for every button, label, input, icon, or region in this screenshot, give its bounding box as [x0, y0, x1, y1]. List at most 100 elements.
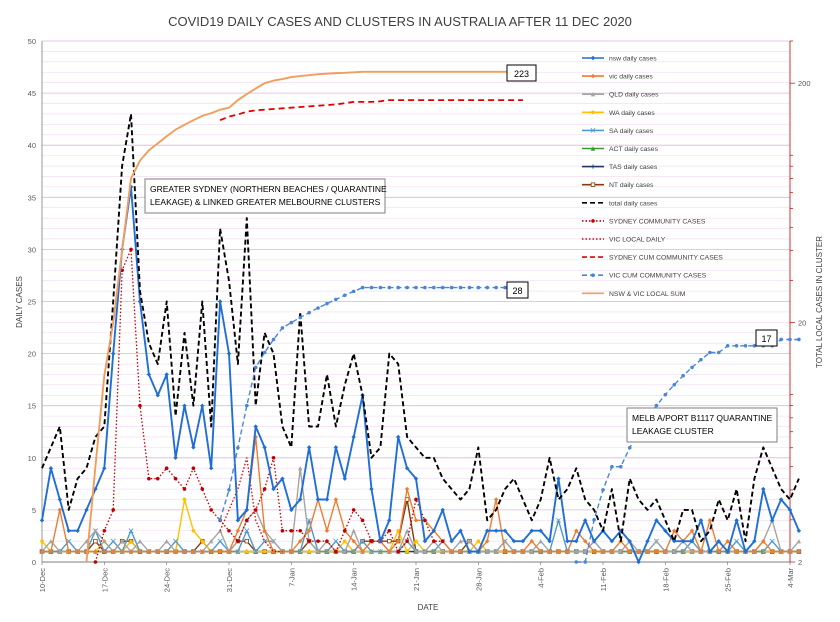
series-point-syd_comm	[271, 456, 276, 460]
series-point-qld	[440, 549, 445, 554]
y-tick-label: 25	[28, 298, 36, 307]
series-syd_comm	[93, 247, 445, 564]
legend-label: QLD daily cases	[609, 92, 659, 99]
series-line-syd_cum	[219, 99, 523, 122]
series-vic_local	[219, 457, 283, 553]
series-point-sa	[351, 549, 357, 555]
series-point-nsw	[529, 528, 534, 533]
series-nsw_vic_sum	[85, 70, 532, 563]
series-point-nsw	[387, 518, 392, 523]
series-point-qld	[57, 549, 63, 554]
series-point-nsw	[280, 476, 285, 481]
series-point-syd_comm	[129, 247, 133, 252]
series-point-sa	[555, 517, 561, 523]
series-point-vic_cum	[503, 285, 507, 290]
y-tick-label: 5	[32, 506, 36, 515]
series-point-wa	[182, 497, 187, 502]
series-point-vic	[778, 549, 784, 554]
series-point-vic_cum	[289, 320, 294, 325]
series-point-melb_cum	[779, 337, 783, 342]
series-point-nsw	[333, 445, 339, 450]
series-point-syd_comm	[440, 539, 445, 543]
series-point-nsw	[306, 445, 312, 450]
series-point-vic	[191, 549, 196, 554]
series-point-vic	[458, 549, 463, 554]
series-point-nsw	[689, 538, 695, 544]
series-point-syd_comm	[280, 528, 285, 533]
series-point-syd_comm	[147, 476, 151, 481]
y-tick-label: 0	[32, 558, 36, 567]
series-point-syd_comm	[182, 487, 187, 491]
series-point-nsw	[538, 528, 543, 533]
series-point-vic	[591, 549, 597, 554]
series-line-nsw_vic_sum	[85, 70, 532, 563]
series-line-syd_comm	[94, 248, 443, 563]
series-point-vic_cum	[467, 285, 472, 290]
legend-label: SYDNEY CUM COMMUNITY CASES	[609, 255, 723, 262]
series-point-vic	[128, 549, 134, 554]
series-point-qld	[467, 538, 472, 544]
series-point-syd_comm	[369, 539, 374, 543]
series-point-melb_cum	[743, 343, 748, 348]
series-point-nsw	[787, 507, 793, 513]
x-tick-label: 17-Dec	[100, 568, 109, 592]
series-point-syd_comm	[342, 528, 347, 533]
series-point-melb_cum	[699, 357, 703, 362]
series-point-nsw	[173, 455, 178, 460]
series-point-syd_comm	[387, 528, 392, 533]
series-point-nsw	[271, 486, 276, 492]
series-point-qld	[208, 538, 214, 544]
series-point-vic_cum	[334, 297, 338, 302]
series-point-melb_cum	[619, 464, 623, 469]
series-point-nsw	[404, 466, 410, 471]
series-point-syd_comm	[191, 466, 196, 471]
series-point-nsw	[84, 507, 89, 513]
series-point-qld	[342, 549, 347, 554]
series-point-qld	[351, 528, 356, 533]
legend-label: NT daily cases	[609, 182, 654, 189]
series-point-vic_cum	[405, 285, 409, 290]
series-point-vic_cum	[458, 285, 463, 290]
series-point-nsw	[769, 518, 775, 523]
series-point-nsw	[66, 528, 71, 533]
series-point-nsw	[556, 476, 561, 481]
series-point-nsw	[342, 476, 347, 481]
series-point-nsw	[672, 538, 677, 544]
series-point-vic	[645, 549, 650, 554]
series-point-sa	[769, 538, 775, 544]
series-point-sa	[297, 549, 303, 555]
legend-label: SYDNEY COMMUNITY CASES	[609, 218, 706, 225]
series-point-vic	[734, 549, 739, 554]
series-point-vic	[582, 538, 588, 544]
series-point-qld	[298, 466, 303, 471]
svg-text:28: 28	[512, 286, 522, 296]
legend-label: total daily cases	[609, 200, 658, 207]
series-point-sa	[253, 549, 259, 555]
y-tick-label: 15	[28, 402, 36, 411]
series-point-vic	[529, 538, 534, 544]
series-point-vic_cum	[298, 315, 303, 320]
series-point-wa	[307, 549, 311, 554]
series-point-nsw	[511, 538, 517, 544]
series-point-vic	[707, 518, 713, 523]
svg-text:17: 17	[761, 334, 771, 344]
y-tick-label: 50	[28, 37, 36, 46]
legend-label: WA daily cases	[609, 110, 655, 117]
series-point-vic	[689, 528, 695, 533]
series-point-nsw	[743, 549, 748, 554]
series-point-nsw	[449, 538, 454, 544]
series-point-nsw	[155, 393, 160, 398]
series-point-sa	[377, 549, 383, 555]
series-point-qld	[689, 549, 695, 554]
series-point-vic	[636, 549, 641, 554]
series-point-vic_cum	[432, 285, 436, 290]
legend-item-tas: TAS daily cases	[582, 164, 658, 171]
series-point-nsw	[707, 549, 713, 554]
series-point-vic_cum	[280, 326, 285, 330]
series-point-nt	[387, 538, 392, 544]
series-point-melb_cum	[610, 464, 614, 469]
svg-text:223: 223	[514, 69, 529, 79]
series-point-melb_cum	[601, 488, 605, 492]
series-point-vic	[57, 507, 63, 513]
series-point-vic_cum	[485, 285, 490, 290]
